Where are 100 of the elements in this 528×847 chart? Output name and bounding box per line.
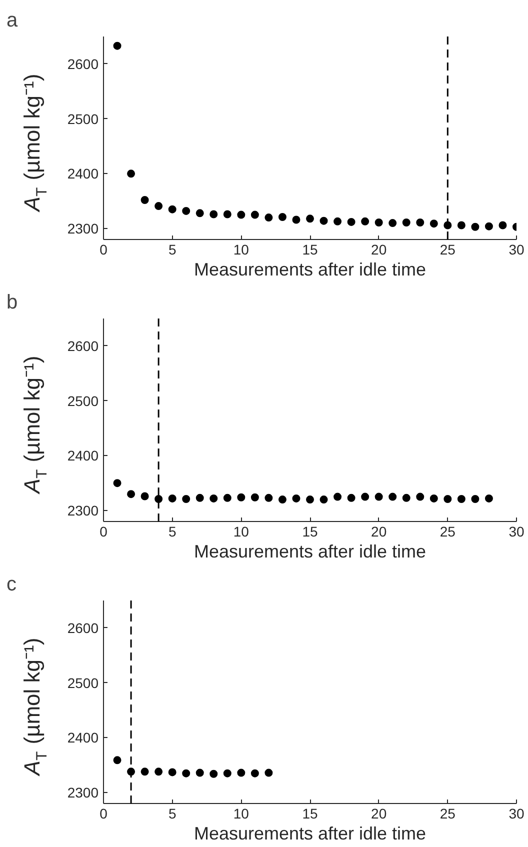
point [374,218,383,226]
x-tick-label: 25 [440,242,456,258]
point [484,494,493,502]
x-tick-label: 10 [233,242,250,258]
point [264,494,273,502]
y-tick-label: 2500 [67,392,99,409]
point [264,768,273,777]
point [374,492,383,501]
point [416,218,424,226]
y-tick-label: 2300 [67,784,99,801]
chart-title: c [6,574,16,596]
point [140,768,149,776]
point [292,216,300,224]
x-tick-label: 10 [233,806,250,822]
point [140,196,149,204]
point [168,768,176,776]
point [278,213,286,221]
point [127,490,136,498]
point [471,495,480,503]
y-tick-label: 2500 [67,674,99,691]
point [430,220,438,228]
point [210,210,218,218]
point [320,496,328,504]
x-tick-label: 25 [440,806,456,822]
point [264,214,273,222]
point [402,218,410,226]
point [250,769,259,778]
y-tick-label: 2600 [67,338,99,354]
point [182,206,190,215]
x-tick-label: 0 [100,806,108,822]
point [113,42,122,50]
point [430,494,438,502]
point [140,492,149,500]
x-tick-label: 20 [371,524,387,540]
point [210,770,218,778]
y-tick-label: 2300 [67,502,99,519]
point [347,494,356,502]
point [196,768,204,777]
x-tick-label: 5 [168,806,176,822]
x-tick-label: 30 [508,806,524,822]
x-tick-label: 15 [302,806,318,822]
point [237,768,246,777]
point [416,492,424,501]
x-tick-label: 0 [100,242,108,258]
point [210,494,218,502]
point [402,494,410,502]
x-tick-label: 15 [302,524,318,540]
y-tick-label: 2400 [67,448,99,464]
y-tick-label: 2600 [67,56,99,72]
point [237,210,246,219]
point [334,492,342,501]
point [306,214,314,223]
x-axis-title: Measurements after idle time [194,260,426,280]
x-tick-label: 20 [371,806,387,822]
chart-title: a [6,10,18,32]
y-tick-label: 2500 [67,110,99,127]
point [168,494,176,502]
point [306,496,314,504]
y-axis-title: AT (µmol kg⁻¹) [20,638,50,778]
point [471,222,480,231]
point [154,202,163,210]
y-tick-label: 2600 [67,620,99,636]
x-axis-title: Measurements after idle time [194,542,426,562]
point [182,495,190,503]
x-tick-label: 10 [233,524,250,540]
chart-title: b [6,292,18,314]
x-tick-label: 5 [168,242,176,258]
y-tick-label: 2300 [67,220,99,237]
point [113,479,122,488]
point [347,218,356,226]
point [237,493,246,502]
point [223,210,232,218]
y-tick-label: 2400 [67,730,99,746]
point [498,221,507,230]
y-axis-title: AT (µmol kg⁻¹) [20,74,50,214]
y-tick-label: 2400 [67,166,99,182]
point [168,205,176,214]
x-tick-label: 5 [168,524,176,540]
point [388,492,397,501]
point [223,769,232,778]
point [154,768,163,776]
x-tick-label: 25 [440,524,456,540]
x-axis-title: Measurements after idle time [194,824,426,844]
x-tick-label: 30 [508,524,524,540]
point [113,756,122,764]
point [457,221,466,230]
point [196,209,204,218]
point [127,170,136,178]
point [484,222,493,230]
point [361,492,370,501]
point [223,494,232,502]
point [444,495,452,503]
point [388,219,397,228]
point [182,769,190,778]
point [334,217,342,226]
point [361,217,370,226]
point [196,494,204,502]
x-tick-label: 0 [100,524,108,540]
point [250,210,259,219]
point [250,493,259,502]
